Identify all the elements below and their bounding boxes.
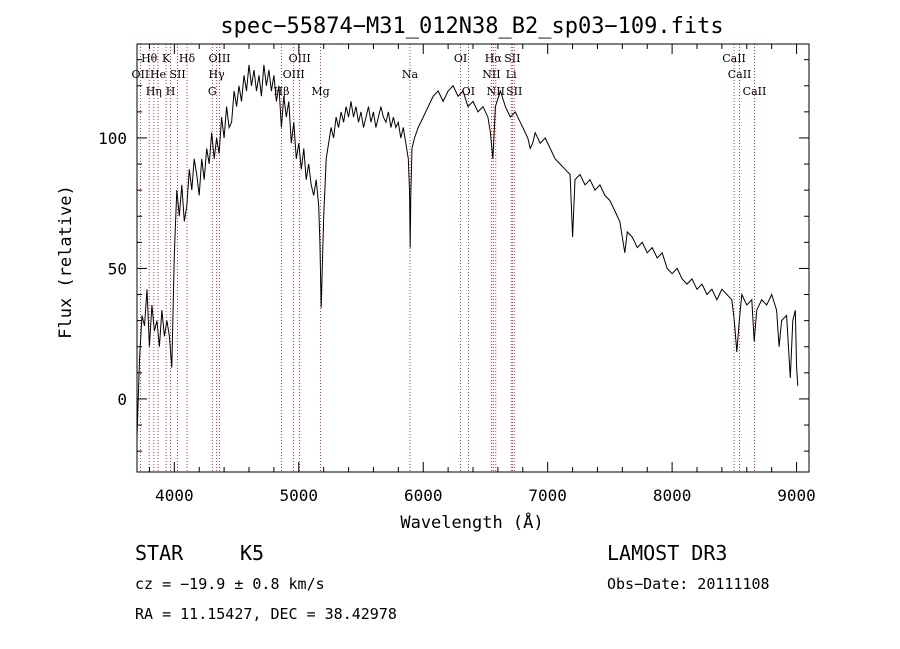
y-axis: 0 50 100 [98,59,809,452]
line-label-13: OIII [289,52,311,65]
line-label-3: He [150,68,166,81]
line-label-21: Li [506,68,517,81]
redshift-velocity: cz = −19.9 ± 0.8 km/s [135,575,325,593]
y-tick-label-1: 50 [108,259,127,278]
line-label-19: Hα [485,52,503,65]
line-label-0: OII [132,68,150,81]
y-tick-label-0: 0 [117,390,127,409]
y-tick-label-2: 100 [98,129,127,148]
x-tick-label-3: 7000 [528,486,567,505]
line-label-2: Hη [146,85,162,98]
x-tick-label-1: 5000 [280,486,319,505]
y-axis-label: Flux (relative) [56,185,76,339]
spectral-line-labels: OIIHθHηHeKHSIIHδGHγOIIIHβOIIIOIIIMgNaOIO… [132,52,767,98]
survey-name: LAMOST DR3 [607,541,727,565]
x-tick-label-0: 4000 [155,486,194,505]
line-label-6: SII [169,68,185,81]
line-label-12: OIII [283,68,305,81]
x-tick-label-5: 9000 [777,486,816,505]
line-label-20: NII [487,85,505,98]
line-label-16: OI [454,52,467,65]
chart-title: spec−55874−M31_012N38_B2_sp03−109.fits [220,14,723,39]
line-label-18: NII [482,68,500,81]
observation-date: Obs−Date: 20111108 [607,575,770,593]
line-label-22: SII [504,52,520,65]
plot-frame [136,43,810,473]
line-label-15: Na [402,68,419,81]
line-label-26: CaII [743,85,767,98]
x-tick-label-2: 6000 [404,486,443,505]
line-label-14: Mg [311,85,329,98]
x-axis: 4000 5000 6000 7000 8000 9000 [148,44,816,505]
x-axis-label: Wavelength (Å) [400,511,543,533]
line-label-10: OIII [208,52,230,65]
line-label-23: SII [506,85,522,98]
spectral-line-markers [139,44,755,472]
spectrum-line [136,64,799,439]
line-label-24: CaII [722,52,746,65]
object-class: STAR [135,541,184,565]
line-label-7: Hδ [179,52,196,65]
line-label-9: Hγ [209,68,226,81]
line-label-1: Hθ [141,52,158,65]
line-label-17: OI [462,85,475,98]
line-label-8: G [208,85,217,98]
line-label-5: H [166,85,176,98]
line-label-4: K [162,52,171,65]
ra-dec-coordinates: RA = 11.15427, DEC = 38.42978 [135,605,397,623]
x-tick-label-4: 8000 [653,486,692,505]
line-label-25: CaII [728,68,752,81]
object-subclass: K5 [240,541,264,565]
